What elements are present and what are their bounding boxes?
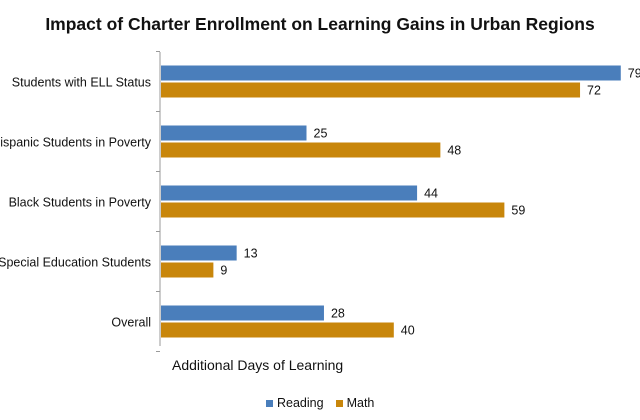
data-label-math-black-students-in-poverty: 59	[511, 204, 525, 218]
data-label-reading-students-with-ell-status: 79	[628, 67, 640, 81]
legend-label-reading: Reading	[277, 396, 324, 410]
data-label-math-overall: 40	[401, 324, 415, 338]
bar-reading-hispanic-students-in-poverty	[161, 125, 307, 141]
bar-reading-black-students-in-poverty	[161, 185, 418, 201]
legend-swatch-reading	[266, 399, 273, 407]
category-label-hispanic-students-in-poverty: Hispanic Students in Poverty	[0, 136, 152, 150]
legend-item-reading: Reading	[266, 396, 324, 410]
category-label-special-education-students: Special Education Students	[0, 256, 151, 270]
bar-math-students-with-ell-status	[161, 82, 581, 98]
legend: Reading Math	[266, 396, 374, 410]
legend-swatch-math	[335, 399, 343, 407]
category-label-overall: Overall	[111, 316, 151, 330]
legend-item-math: Math	[335, 396, 375, 410]
bar-math-overall	[161, 322, 394, 338]
chart-title: Impact of Charter Enrollment on Learning…	[45, 14, 595, 34]
data-label-math-special-education-students: 9	[220, 264, 227, 278]
category-label-black-students-in-poverty: Black Students in Poverty	[9, 196, 152, 210]
x-axis-label: Additional Days of Learning	[172, 357, 344, 373]
data-label-reading-special-education-students: 13	[244, 247, 258, 261]
bar-reading-students-with-ell-status	[161, 65, 621, 81]
legend-label-math: Math	[346, 396, 375, 410]
data-label-reading-overall: 28	[331, 307, 345, 321]
bar-reading-overall	[161, 305, 324, 321]
data-label-reading-hispanic-students-in-poverty: 25	[314, 127, 328, 141]
data-label-reading-black-students-in-poverty: 44	[424, 187, 438, 201]
category-label-students-with-ell-status: Students with ELL Status	[12, 76, 151, 90]
bar-math-black-students-in-poverty	[161, 202, 505, 218]
bar-reading-special-education-students	[161, 245, 237, 261]
bar-math-hispanic-students-in-poverty	[161, 142, 441, 158]
data-label-math-students-with-ell-status: 72	[587, 84, 601, 98]
data-label-math-hispanic-students-in-poverty: 48	[447, 144, 461, 158]
bar-math-special-education-students	[161, 262, 214, 278]
